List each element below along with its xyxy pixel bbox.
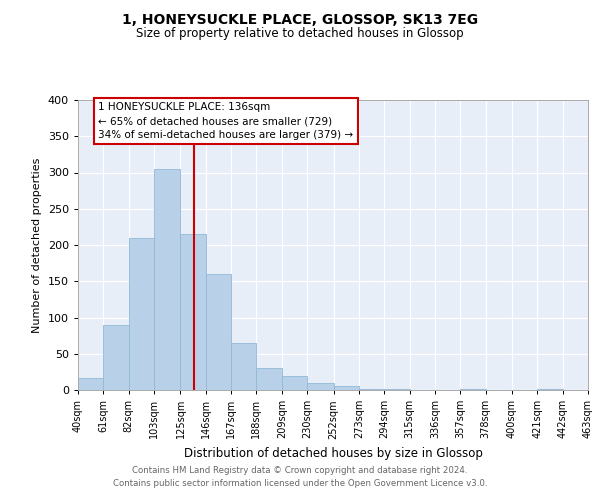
Y-axis label: Number of detached properties: Number of detached properties [32,158,42,332]
Bar [282,376,307,390]
Text: 1, HONEYSUCKLE PLACE, GLOSSOP, SK13 7EG: 1, HONEYSUCKLE PLACE, GLOSSOP, SK13 7EG [122,12,478,26]
Text: Size of property relative to detached houses in Glossop: Size of property relative to detached ho… [136,28,464,40]
Bar [359,388,384,390]
Bar [334,386,359,390]
X-axis label: Distribution of detached houses by size in Glossop: Distribution of detached houses by size … [184,447,482,460]
Bar [103,325,128,390]
Bar [128,238,154,390]
Bar [154,169,181,390]
Bar [307,383,334,390]
Bar [78,378,103,390]
Text: Contains HM Land Registry data © Crown copyright and database right 2024.
Contai: Contains HM Land Registry data © Crown c… [113,466,487,487]
Bar [256,368,282,390]
Bar [231,343,256,390]
Text: 1 HONEYSUCKLE PLACE: 136sqm
← 65% of detached houses are smaller (729)
34% of se: 1 HONEYSUCKLE PLACE: 136sqm ← 65% of det… [98,102,353,140]
Bar [181,234,206,390]
Bar [206,274,231,390]
